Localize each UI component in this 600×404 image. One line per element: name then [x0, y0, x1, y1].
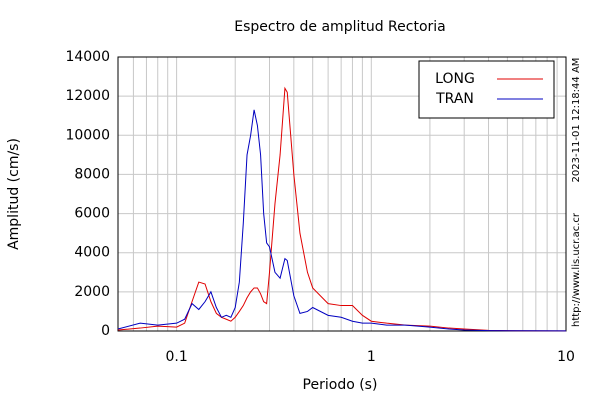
y-tick-label: 4000 [74, 245, 110, 261]
x-tick-label: 0.1 [165, 349, 187, 365]
y-tick-label: 8000 [74, 166, 110, 182]
plot-frame [117, 56, 567, 332]
legend-label: LONG [435, 71, 475, 87]
x-axis-label: Periodo (s) [303, 377, 378, 393]
source-url: http://www.lis.ucr.ac.cr [571, 212, 582, 327]
y-tick-label: 6000 [74, 206, 110, 222]
y-tick-label: 14000 [65, 49, 110, 65]
timestamp: 2023-11-01 12:18:44 AM [571, 58, 582, 183]
x-tick-label: 10 [557, 349, 575, 365]
y-tick-label: 2000 [74, 284, 110, 300]
y-axis-label: Amplitud (cm/s) [6, 138, 22, 250]
series-line [117, 86, 567, 332]
y-tick-label: 12000 [65, 88, 110, 104]
y-tick-label: 10000 [65, 127, 110, 143]
chart-title: Espectro de amplitud Rectoria [234, 19, 446, 35]
y-tick-label: 0 [101, 323, 110, 339]
series-line [117, 109, 567, 332]
legend-box [418, 60, 555, 119]
legend-label: TRAN [435, 91, 474, 107]
x-tick-label: 1 [367, 349, 376, 365]
